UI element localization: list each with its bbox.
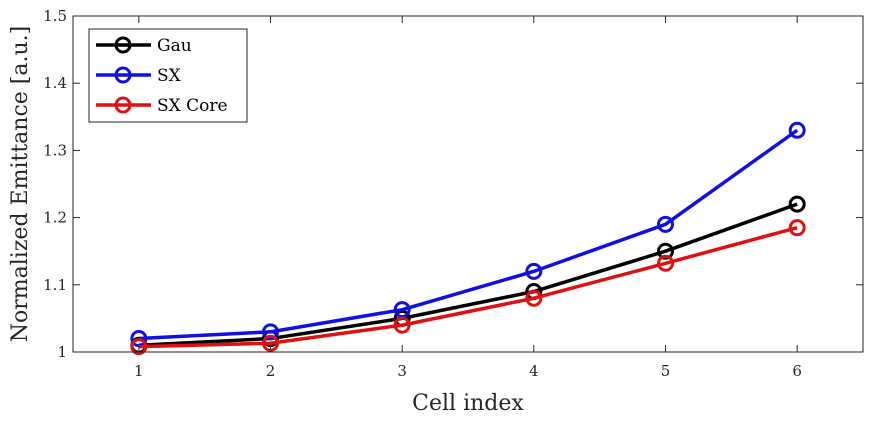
y-tick-label: 1 <box>57 343 67 361</box>
data-point-sx-core <box>393 316 411 334</box>
series-line-sx-core <box>138 225 798 349</box>
legend-entry-sx-core: SX Core <box>96 96 228 116</box>
data-point-sx <box>657 215 674 233</box>
legend-marker-gau <box>114 36 132 54</box>
data-point-sx <box>525 262 543 280</box>
data-point-gau <box>657 242 674 260</box>
legend-entry-sx: SX <box>96 66 182 86</box>
series-sx <box>130 121 806 348</box>
legend-entry-gau: Gau <box>96 36 192 56</box>
series-layer <box>130 121 806 356</box>
x-tick-label: 1 <box>134 362 144 380</box>
y-tick-label: 1.2 <box>43 209 67 227</box>
legend-marker-sx <box>114 66 132 84</box>
legend-marker-sx-core <box>114 96 132 114</box>
y-tick-label: 1.1 <box>43 276 67 294</box>
data-point-sx <box>262 323 279 341</box>
x-axis-title: Cell index <box>412 391 524 416</box>
data-point-sx <box>788 121 806 139</box>
x-tick-label: 5 <box>661 362 671 380</box>
ticks-layer: 1 2 3 4 5 6 1 1.1 1.2 1.3 1.4 1.5 <box>43 7 863 380</box>
x-tick-label: 4 <box>529 362 539 380</box>
legend-label-sx-core: SX Core <box>157 96 228 116</box>
legend: Gau SX SX Core <box>88 28 248 123</box>
y-tick-label: 1.4 <box>43 74 67 92</box>
data-point-sx-core <box>657 254 674 272</box>
data-point-sx-core <box>788 219 806 237</box>
y-tick-label: 1.5 <box>43 7 67 25</box>
y-tick-label: 1.3 <box>43 141 67 159</box>
plot-frame <box>72 15 864 353</box>
legend-label-sx: SX <box>157 66 182 86</box>
x-tick-label: 3 <box>397 362 407 380</box>
data-point-sx-core <box>130 338 148 356</box>
data-point-sx-core <box>525 289 543 307</box>
data-point-gau <box>788 195 806 213</box>
y-axis-title: Normalized Emittance [a.u.] <box>8 26 33 342</box>
x-tick-label: 6 <box>792 362 802 380</box>
legend-label-gau: Gau <box>157 36 192 56</box>
series-line-sx <box>138 128 799 341</box>
x-tick-label: 2 <box>266 362 276 380</box>
series-line-gau <box>138 202 798 348</box>
